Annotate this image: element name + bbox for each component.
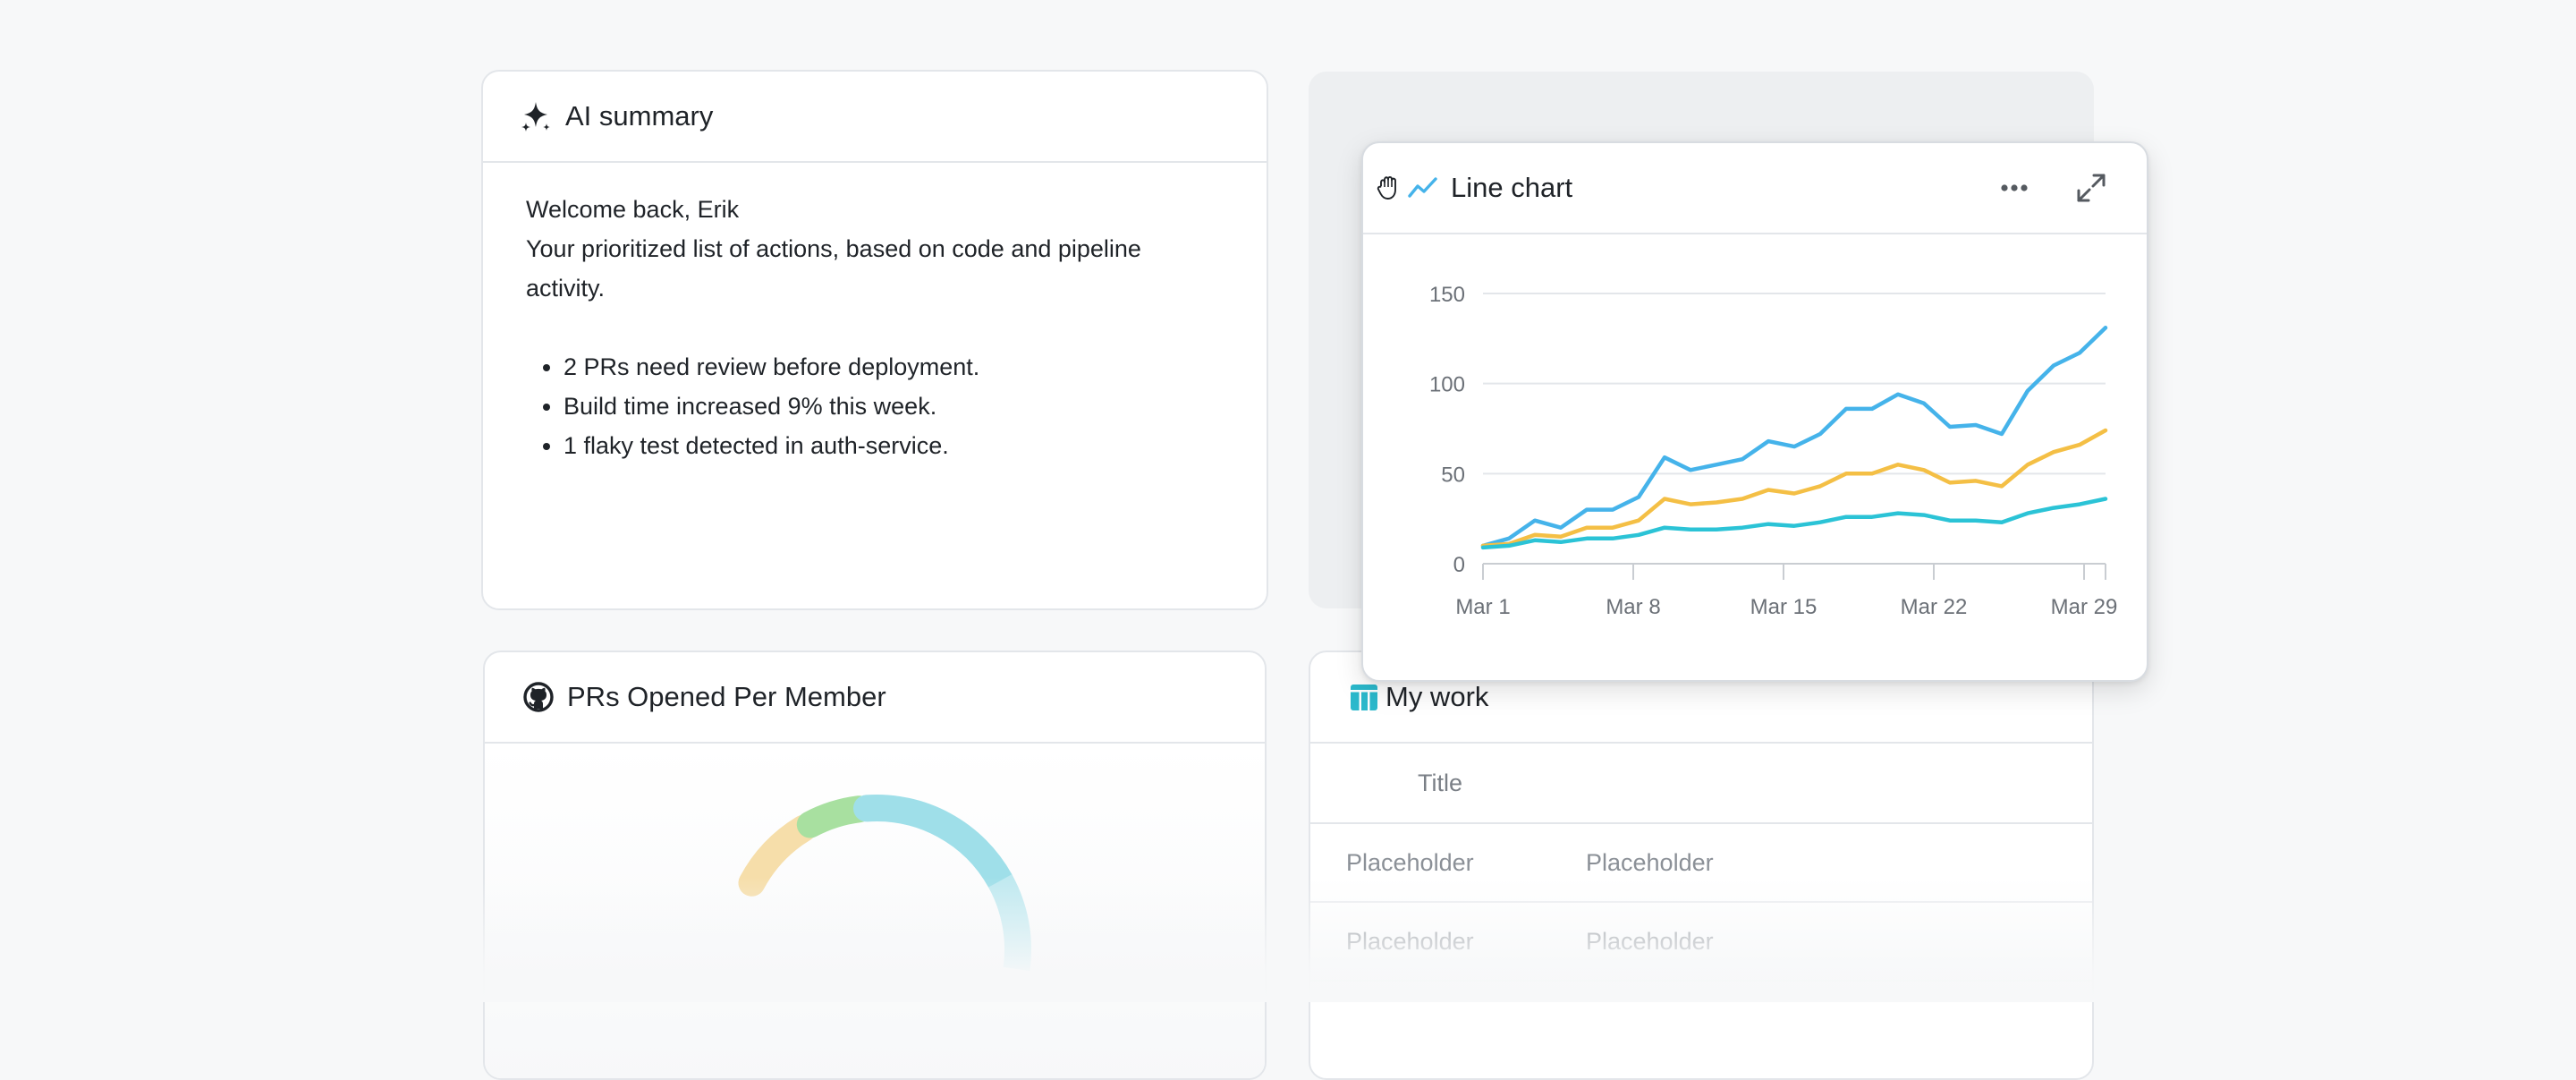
donut-segment[interactable]	[796, 795, 873, 838]
table-cell: Placeholder	[1586, 927, 1714, 955]
line-chart-title: Line chart	[1451, 172, 1573, 203]
table-cell: Placeholder	[1346, 927, 1474, 955]
ai-summary-header: AI summary	[483, 72, 1267, 163]
my-work-header: My work	[1310, 652, 2092, 744]
sparkle-icon	[521, 99, 553, 133]
github-icon	[522, 681, 555, 713]
x-tick-label: Mar 22	[1901, 595, 1968, 619]
y-tick-label: 0	[1453, 553, 1465, 577]
expand-icon[interactable]	[2075, 172, 2107, 204]
list-item: 1 flaky test detected in auth-service.	[564, 426, 1224, 465]
table-header-row: Title	[1310, 744, 2092, 824]
table-cell: Placeholder	[1346, 848, 1474, 876]
line-chart-icon	[1408, 174, 1438, 201]
prs-header: PRs Opened Per Member	[485, 652, 1265, 744]
line-chart-card[interactable]: Line chart 0 50	[1361, 141, 2148, 682]
action-list: 2 PRs need review before deployment. Bui…	[526, 347, 1224, 465]
grab-hand-icon[interactable]	[1376, 174, 1402, 202]
line-chart-plot: 0 50 100 150 Mar 1 Mar 8 Mar 15 Mar 22 Mar 29	[1429, 283, 2118, 619]
line-chart-header: Line chart	[1363, 143, 2147, 234]
series-line-1	[1480, 326, 2108, 549]
prs-title: PRs Opened Per Member	[567, 681, 886, 712]
y-tick-label: 100	[1429, 373, 1465, 397]
table-cell: Placeholder	[1586, 848, 1714, 876]
y-tick-label: 150	[1429, 283, 1465, 307]
my-work-title: My work	[1385, 681, 1489, 712]
donut-segment[interactable]	[738, 814, 818, 897]
donut-chart	[738, 795, 1032, 972]
x-tick-label: Mar 8	[1606, 595, 1660, 619]
prs-chart-area	[485, 744, 1265, 1078]
x-tick-label: Mar 15	[1750, 595, 1818, 619]
donut-segment[interactable]	[853, 795, 1014, 895]
intro-text: Your prioritized list of actions, based …	[526, 235, 1141, 302]
my-work-card: My work Title Placeholder Placeholder Pl…	[1309, 651, 2094, 1080]
table-row[interactable]: Placeholder Placeholder	[1310, 824, 2092, 903]
ai-summary-card: AI summary Welcome back, Erik Your prior…	[481, 70, 1268, 610]
y-tick-label: 50	[1441, 463, 1465, 487]
table-icon	[1350, 683, 1378, 711]
ai-summary-title: AI summary	[565, 100, 714, 132]
bottom-fade-overlay	[0, 877, 2576, 1002]
table-row[interactable]: Placeholder Placeholder	[1310, 903, 2092, 982]
greeting-text: Welcome back, Erik	[526, 196, 740, 223]
ai-summary-body: Welcome back, Erik Your prioritized list…	[483, 163, 1267, 492]
more-horizontal-icon[interactable]	[2000, 183, 2029, 192]
column-header-title[interactable]: Title	[1418, 769, 1463, 796]
x-tick-label: Mar 1	[1455, 595, 1510, 619]
donut-segment[interactable]	[987, 874, 1032, 972]
x-tick-label: Mar 29	[2051, 595, 2118, 619]
list-item: 2 PRs need review before deployment.	[564, 347, 1224, 387]
prs-opened-card: PRs Opened Per Member	[483, 651, 1267, 1080]
series-line-3	[1480, 497, 2108, 550]
series-line-2	[1480, 428, 2108, 549]
list-item: Build time increased 9% this week.	[564, 387, 1224, 426]
